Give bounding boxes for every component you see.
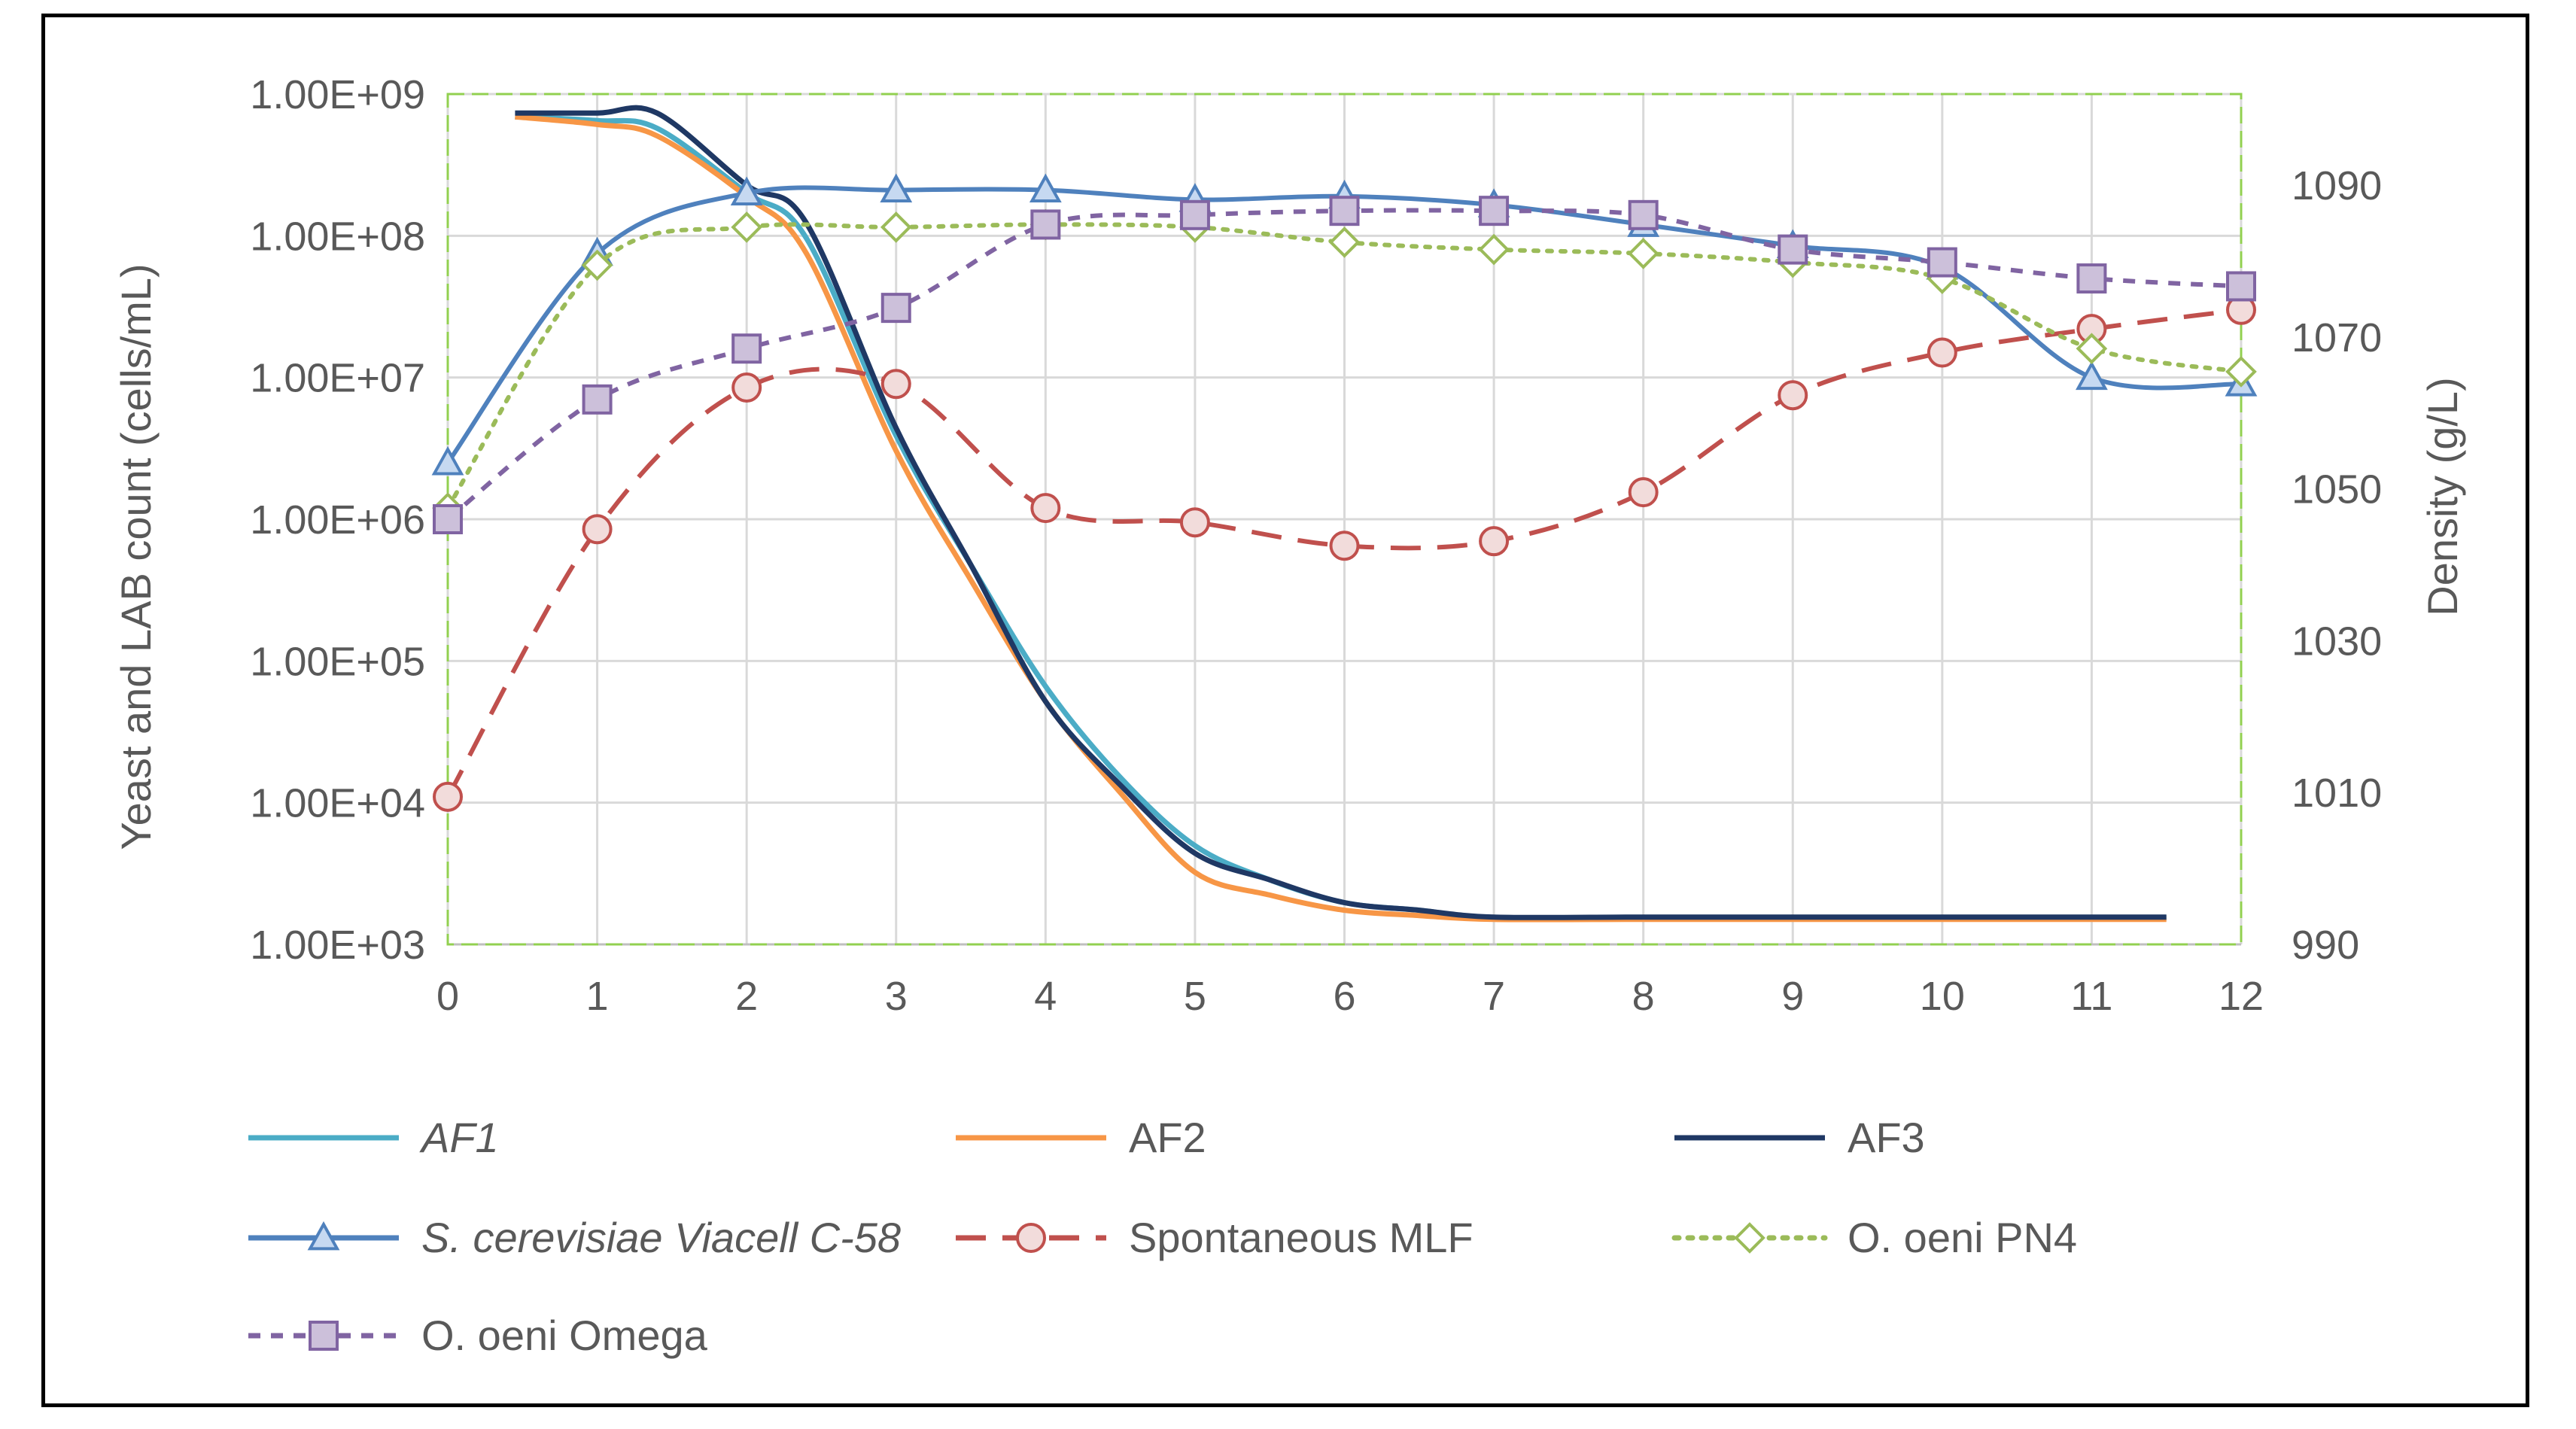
left-axis-ticks: 1.00E+03 1.00E+04 1.00E+05 1.00E+06 1.00E+07… bbox=[250, 72, 425, 968]
right-axis-tick-label: 1050 bbox=[2292, 467, 2382, 512]
left-axis-tick-label: 1.00E+03 bbox=[250, 923, 425, 968]
right-axis-tick-label: 990 bbox=[2292, 923, 2359, 968]
right-axis-tick-label: 1090 bbox=[2292, 163, 2382, 208]
legend: AF1 AF2 AF3 S. cerevisiae Viacell C-58 Spont… bbox=[248, 1114, 2077, 1359]
right-axis-title: Density (g/L) bbox=[2419, 377, 2466, 616]
legend-item-s-cerevisiae-viacell-c-58-label: S. cerevisiae Viacell C-58 bbox=[421, 1214, 901, 1261]
series-s-cerevisiae-viacell-c-58-marker bbox=[1029, 173, 1062, 203]
x-axis-tick-label: 4 bbox=[1034, 974, 1057, 1019]
legend-item-af2-label: AF2 bbox=[1129, 1114, 1206, 1161]
x-axis-tick-label: 7 bbox=[1483, 974, 1505, 1019]
series-o-oeni-pn4-marker bbox=[1328, 227, 1361, 258]
series-o-oeni-omega-marker bbox=[1778, 234, 1808, 265]
series-spontaneous-mlf-marker bbox=[731, 372, 762, 403]
legend-item-o-oeni-pn4: O. oeni PN4 bbox=[1671, 1214, 2077, 1261]
left-axis-title: Yeast and LAB count (cells/mL) bbox=[112, 263, 160, 850]
plot-area-border bbox=[446, 93, 2243, 946]
x-axis-tick-label: 8 bbox=[1632, 974, 1655, 1019]
series-spontaneous-mlf-marker bbox=[1628, 477, 1659, 508]
chart-frame bbox=[41, 14, 2529, 1407]
legend-item-af3: AF3 bbox=[1674, 1114, 1925, 1161]
legend-item-af2: AF2 bbox=[956, 1114, 1206, 1161]
left-axis-tick-label: 1.00E+06 bbox=[250, 497, 425, 543]
x-axis-tick-label: 10 bbox=[1920, 974, 1965, 1019]
series-spontaneous-mlf-marker bbox=[1778, 380, 1808, 411]
x-axis-tick-label: 2 bbox=[735, 974, 758, 1019]
series-o-oeni-omega-marker bbox=[1628, 199, 1659, 230]
legend-item-af3-label: AF3 bbox=[1848, 1114, 1925, 1161]
series-o-oeni-pn4-marker bbox=[1478, 233, 1510, 266]
series-o-oeni-omega-marker bbox=[1030, 209, 1061, 240]
left-axis-tick-label: 1.00E+04 bbox=[250, 781, 425, 826]
x-axis-tick-label: 3 bbox=[885, 974, 908, 1019]
legend-item-af1-label: AF1 bbox=[419, 1114, 499, 1161]
legend-item-o-oeni-omega-label: O. oeni Omega bbox=[421, 1312, 708, 1359]
left-axis-tick-label: 1.00E+09 bbox=[250, 72, 425, 117]
legend-item-o-oeni-omega-marker bbox=[309, 1321, 339, 1351]
axes: 1.00E+03 1.00E+04 1.00E+05 1.00E+06 1.00E+07… bbox=[112, 72, 2466, 1019]
legend-item-o-oeni-omega: O. oeni Omega bbox=[248, 1312, 708, 1359]
x-axis-ticks: 0 1 2 3 4 5 6 7 8 9 10 11 12 bbox=[436, 974, 2264, 1019]
series-o-oeni-pn4-marker bbox=[731, 211, 762, 243]
series-spontaneous-mlf-marker bbox=[880, 369, 911, 400]
x-axis-tick-label: 11 bbox=[2070, 974, 2112, 1019]
legend-item-spontaneous-mlf: Spontaneous MLF bbox=[956, 1214, 1474, 1261]
plot-area-frame bbox=[446, 93, 2243, 946]
right-axis-tick-label: 1010 bbox=[2292, 771, 2382, 816]
legend-item-af1: AF1 bbox=[248, 1114, 499, 1161]
legend-item-spontaneous-mlf-marker bbox=[1016, 1223, 1046, 1253]
series-o-oeni-pn4-marker bbox=[2076, 333, 2108, 365]
x-axis-tick-label: 6 bbox=[1333, 974, 1355, 1019]
x-axis-tick-label: 12 bbox=[2219, 974, 2264, 1019]
legend-item-s-cerevisiae-viacell-c-58: S. cerevisiae Viacell C-58 bbox=[248, 1214, 901, 1261]
series-spontaneous-mlf-marker bbox=[433, 781, 463, 812]
series-o-oeni-omega-marker bbox=[2076, 263, 2107, 294]
right-axis-tick-label: 1070 bbox=[2292, 315, 2382, 360]
series-s-cerevisiae-viacell-c-58-marker bbox=[730, 176, 763, 206]
series-o-oeni-omega-marker bbox=[582, 384, 613, 415]
series-o-oeni-omega-marker bbox=[1927, 247, 1957, 278]
left-axis-tick-label: 1.00E+07 bbox=[250, 356, 425, 401]
series-o-oeni-omega-marker bbox=[2226, 271, 2256, 302]
left-axis-tick-label: 1.00E+08 bbox=[250, 214, 425, 259]
series-o-oeni-omega-marker bbox=[1479, 196, 1510, 227]
series-af3 bbox=[515, 105, 2167, 920]
left-axis-tick-label: 1.00E+05 bbox=[250, 639, 425, 684]
series-spontaneous-mlf bbox=[433, 294, 2256, 812]
legend-item-o-oeni-pn4-marker bbox=[1734, 1222, 1765, 1254]
legend-item-spontaneous-mlf-label: Spontaneous MLF bbox=[1129, 1214, 1474, 1261]
series-o-oeni-omega-marker bbox=[1329, 196, 1360, 227]
series-s-cerevisiae-viacell-c-58-marker bbox=[880, 173, 913, 203]
series-o-oeni-omega bbox=[433, 196, 2256, 534]
series-spontaneous-mlf-marker bbox=[1329, 531, 1360, 561]
series-o-oeni-pn4-marker bbox=[2225, 356, 2257, 388]
series-layer bbox=[431, 105, 2258, 923]
series-o-oeni-omega-marker bbox=[880, 293, 911, 324]
series-o-oeni-omega-marker bbox=[731, 333, 762, 364]
x-axis-tick-label: 5 bbox=[1184, 974, 1206, 1019]
series-s-cerevisiae-viacell-c-58-marker bbox=[2076, 360, 2108, 391]
x-axis-tick-label: 1 bbox=[586, 974, 609, 1019]
series-o-oeni-omega-marker bbox=[433, 504, 463, 534]
x-axis-tick-label: 9 bbox=[1781, 974, 1804, 1019]
series-o-oeni-omega-marker bbox=[1179, 199, 1210, 230]
right-axis-ticks: 990 1010 1030 1050 1070 1090 bbox=[2292, 163, 2382, 968]
series-spontaneous-mlf-marker bbox=[1927, 337, 1957, 368]
series-o-oeni-pn4-marker bbox=[880, 211, 912, 243]
legend-item-s-cerevisiae-viacell-c-58-marker bbox=[307, 1221, 340, 1251]
x-axis-tick-label: 0 bbox=[436, 974, 459, 1019]
series-spontaneous-mlf-marker bbox=[1179, 507, 1210, 538]
series-spontaneous-mlf-marker bbox=[582, 514, 613, 545]
series-o-oeni-pn4-marker bbox=[1627, 238, 1659, 269]
series-spontaneous-mlf-marker bbox=[1479, 526, 1510, 557]
series-s-cerevisiae-viacell-c-58-marker bbox=[431, 445, 464, 476]
series-spontaneous-mlf-marker bbox=[1030, 493, 1061, 524]
series-af3-line bbox=[515, 105, 2167, 920]
legend-item-o-oeni-pn4-label: O. oeni PN4 bbox=[1848, 1214, 2077, 1261]
right-axis-tick-label: 1030 bbox=[2292, 619, 2382, 664]
series-o-oeni-pn4-marker bbox=[581, 249, 613, 281]
